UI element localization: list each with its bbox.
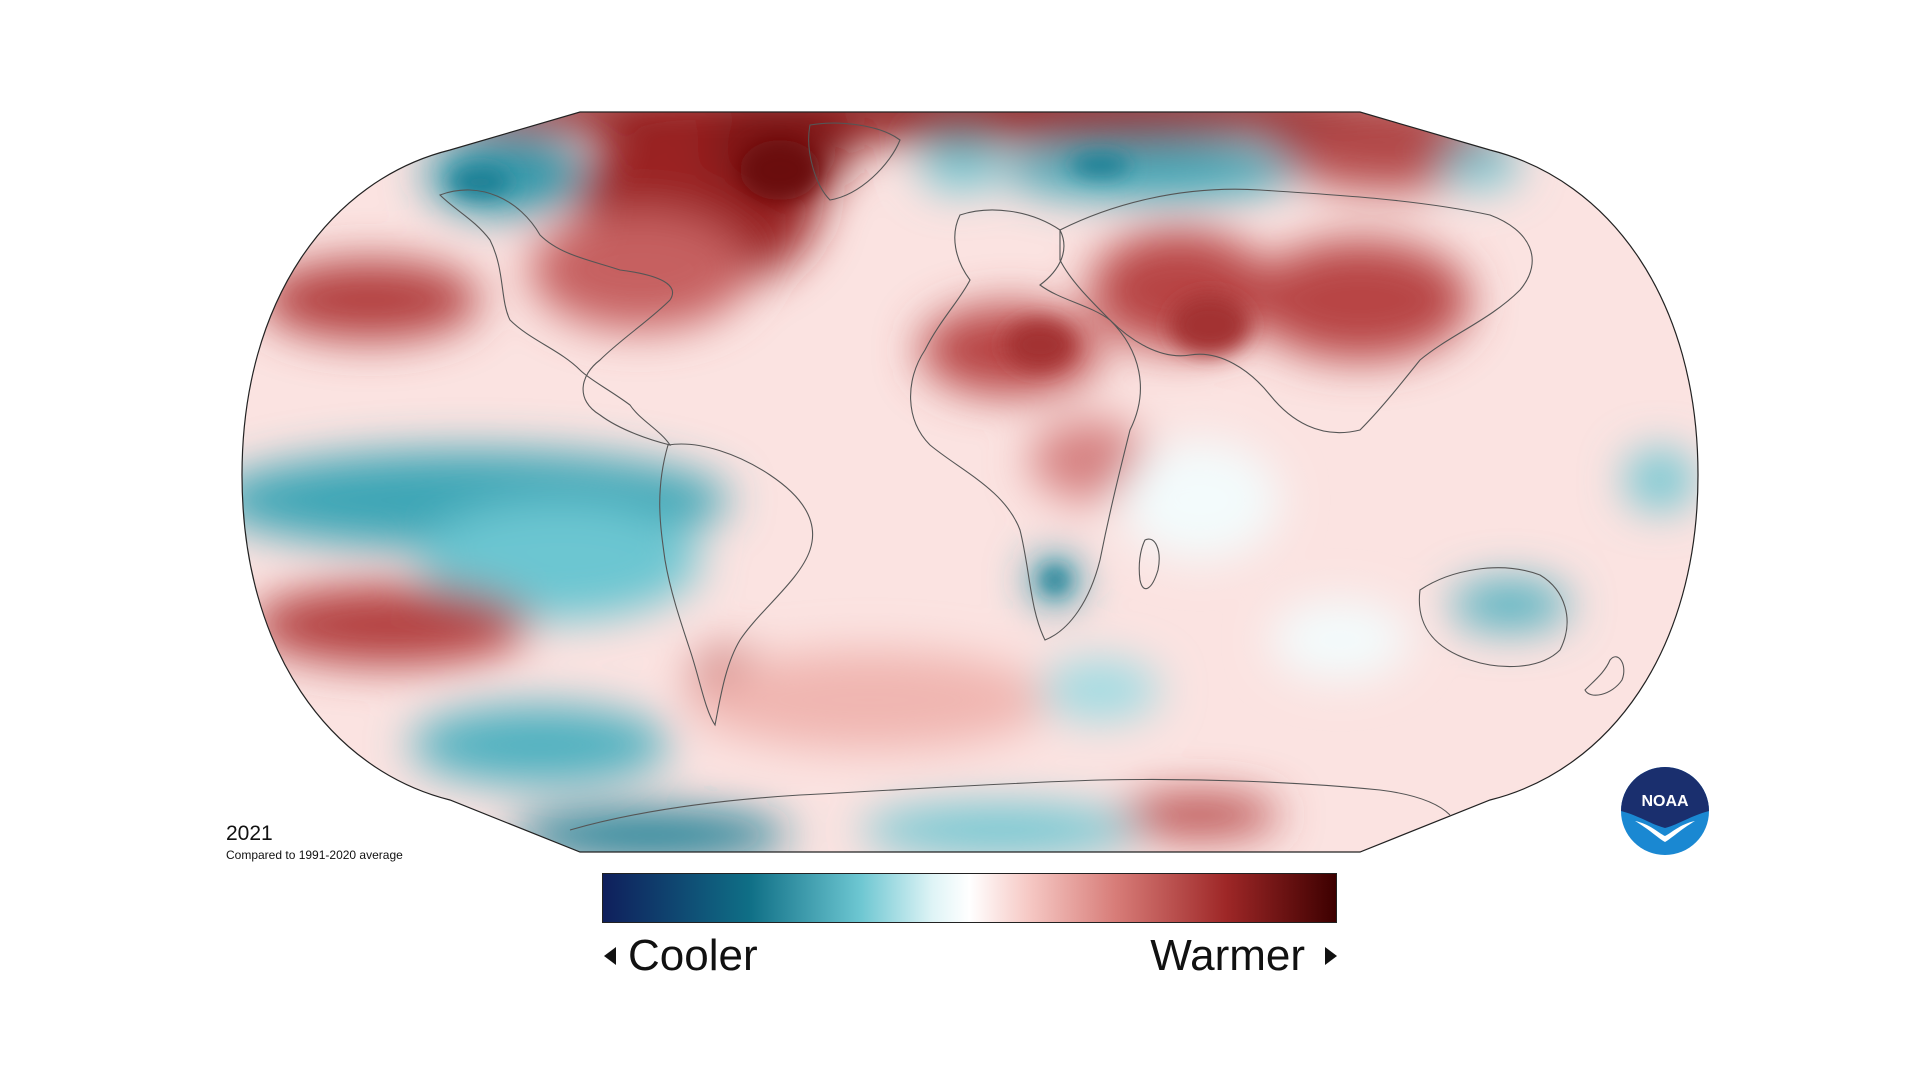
north-pacific-warm xyxy=(260,260,480,340)
siberia-cool xyxy=(1000,140,1300,200)
logo-bird xyxy=(1635,821,1695,842)
legend-cooler: Cooler xyxy=(604,930,758,982)
warmer-label: Warmer xyxy=(1150,931,1305,980)
asia-outline xyxy=(1059,188,1533,434)
north-america-outline xyxy=(439,189,673,446)
cooler-label: Cooler xyxy=(628,931,758,980)
legend-color-bar xyxy=(602,873,1337,923)
anomaly-field xyxy=(242,112,1698,852)
madagascar-outline xyxy=(1138,538,1160,590)
south-pacific-warm xyxy=(250,585,530,665)
east-asia-warm xyxy=(1250,240,1470,360)
antarctica-west-cool xyxy=(510,810,790,852)
logo-upper-half xyxy=(1621,767,1709,828)
noaa-logo: NOAA xyxy=(1621,767,1709,855)
new-zealand-outline xyxy=(1584,656,1625,696)
south-america-outline xyxy=(659,443,814,727)
logo-text: NOAA xyxy=(1641,793,1689,810)
greenland-outline xyxy=(808,122,901,201)
antarctica-outline xyxy=(569,778,1451,831)
australia-cool xyxy=(1450,580,1570,630)
legend-warmer: Warmer xyxy=(1150,930,1337,982)
right-triangle-icon xyxy=(1325,947,1337,965)
comparison-label: Compared to 1991-2020 average xyxy=(226,848,403,862)
continent-outlines xyxy=(439,122,1625,831)
globe-outline xyxy=(241,111,1699,853)
europe-africa-outline xyxy=(910,209,1141,641)
australia-outline xyxy=(1418,567,1568,668)
left-triangle-icon xyxy=(604,947,616,965)
antarctica-east-warm xyxy=(1120,795,1280,835)
year-label: 2021 xyxy=(226,822,273,845)
